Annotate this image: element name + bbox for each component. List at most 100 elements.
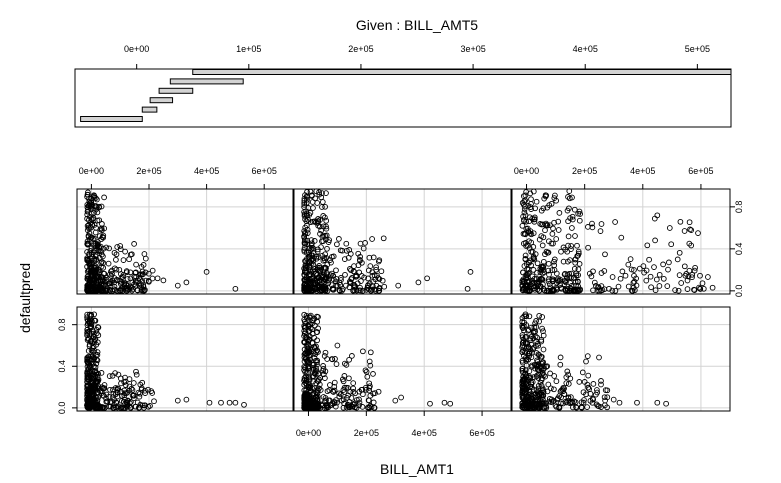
data-point (309, 252, 316, 259)
given-tick-label: 5e+05 (685, 44, 710, 54)
data-point (121, 405, 128, 411)
data-point (101, 194, 107, 201)
outlier-point (174, 282, 181, 289)
data-point (539, 314, 546, 320)
data-point (84, 311, 91, 318)
data-point (629, 287, 636, 294)
data-point (323, 225, 330, 232)
data-point (350, 380, 357, 386)
data-point (519, 380, 526, 386)
data-point (322, 349, 329, 356)
data-point (604, 404, 610, 411)
data-point (584, 353, 591, 359)
data-point (314, 390, 321, 396)
data-point (106, 245, 112, 252)
data-point (322, 276, 328, 282)
x-tick-label: 4e+05 (630, 166, 655, 176)
data-point (93, 330, 100, 337)
data-point (84, 201, 91, 208)
data-point (521, 217, 527, 223)
data-point (314, 359, 320, 366)
data-point (95, 279, 101, 285)
data-point (108, 273, 115, 279)
data-point (84, 393, 90, 399)
data-point (142, 286, 148, 293)
data-point (356, 396, 362, 403)
data-point (521, 284, 528, 291)
data-point (572, 399, 579, 406)
outlier-point (441, 399, 448, 406)
data-point (519, 389, 526, 395)
data-point (304, 315, 310, 321)
data-point (598, 381, 604, 388)
data-point (584, 404, 590, 410)
data-point (577, 211, 583, 217)
data-point (366, 380, 373, 387)
outlier-point (398, 394, 404, 401)
data-point (544, 249, 551, 256)
data-point (525, 345, 532, 352)
data-point (367, 263, 374, 269)
data-point (538, 267, 545, 273)
data-point (306, 349, 312, 355)
data-point (309, 330, 316, 337)
data-point (523, 243, 529, 249)
data-point (326, 397, 333, 404)
data-point (520, 402, 527, 409)
data-point (301, 237, 308, 243)
data-point (555, 278, 562, 285)
data-point (565, 258, 571, 265)
y-tick-label: 0.4 (734, 243, 744, 256)
outlier-point (427, 400, 433, 407)
data-point (314, 200, 321, 206)
data-point (627, 256, 634, 262)
data-point (131, 281, 138, 287)
y-tick-label: 0.8 (734, 201, 744, 214)
data-point (306, 251, 313, 258)
data-point (521, 206, 528, 212)
data-point (525, 343, 532, 350)
data-point (365, 397, 372, 404)
data-point (136, 282, 143, 289)
data-point (578, 404, 585, 411)
data-point (323, 190, 329, 196)
data-point (601, 394, 608, 401)
data-point (126, 383, 133, 390)
data-point (339, 247, 346, 254)
data-point (367, 362, 374, 369)
data-point (581, 397, 587, 403)
outlier-point (395, 282, 402, 289)
data-point (597, 228, 604, 234)
data-point (118, 380, 124, 387)
data-point (94, 352, 101, 358)
data-point (551, 287, 557, 294)
data-point (85, 217, 92, 223)
data-point (357, 284, 363, 291)
data-point (375, 388, 382, 395)
data-point (307, 284, 314, 291)
outlier-point (663, 400, 669, 407)
data-point (596, 354, 602, 361)
data-point (536, 367, 543, 374)
data-point (353, 273, 359, 280)
data-point (576, 217, 583, 224)
data-point (306, 271, 313, 278)
data-point (317, 387, 324, 393)
data-point (598, 378, 604, 384)
data-point (342, 271, 348, 278)
scatter-panel-top-1 (76, 188, 294, 295)
data-point (565, 381, 572, 387)
data-point (118, 404, 124, 411)
y-axis-label: defaultpred (17, 263, 33, 333)
data-point (86, 386, 92, 393)
data-point (360, 245, 367, 252)
data-point (589, 220, 595, 227)
data-point (370, 390, 377, 397)
data-point (302, 369, 308, 375)
data-point (548, 385, 554, 392)
data-point (656, 271, 663, 278)
data-point (145, 270, 152, 277)
data-point (545, 260, 552, 267)
data-point (136, 393, 143, 400)
given-interval-bar (158, 87, 194, 94)
